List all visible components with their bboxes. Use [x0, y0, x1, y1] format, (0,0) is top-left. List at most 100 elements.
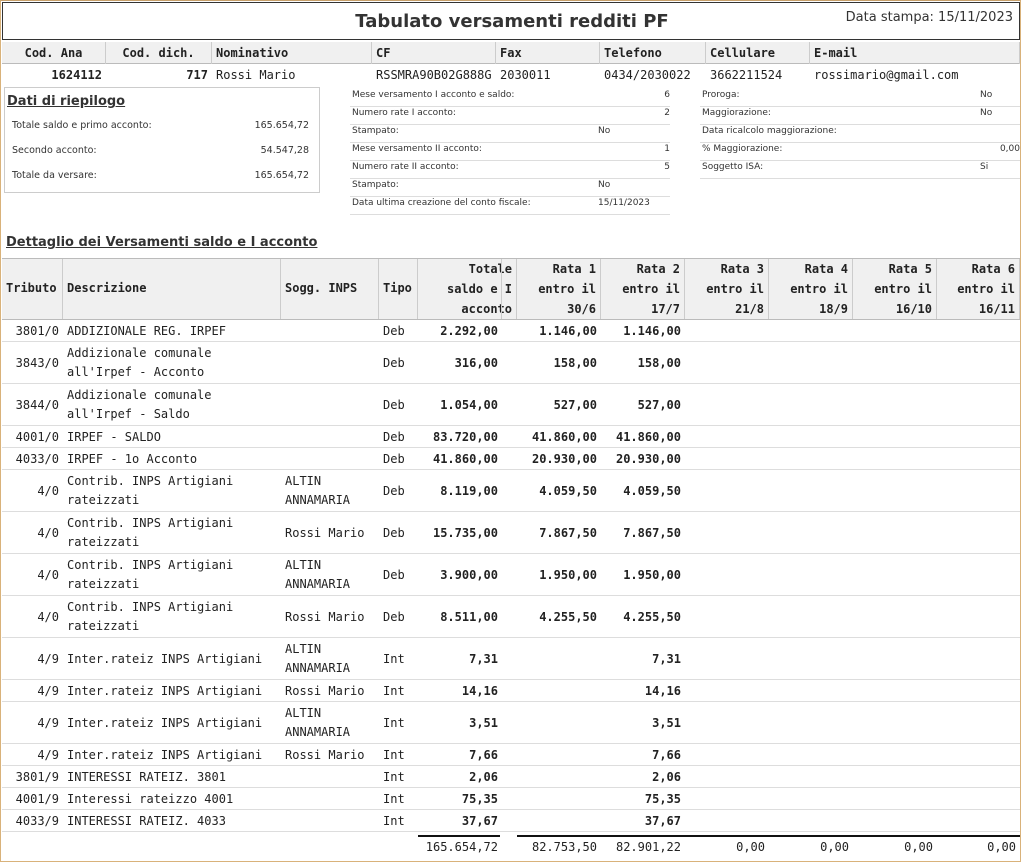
totale-cell: 8.511,00: [440, 609, 498, 624]
column-header: Rata 5 entro il 16/10: [853, 259, 937, 319]
title-bar: Tabulato versamenti redditi PF Data stam…: [2, 2, 1020, 40]
rata2-cell: 527,00: [637, 397, 681, 412]
totale-cell: 83.720,00: [432, 429, 498, 444]
tributo-cell: 3843/0: [15, 355, 59, 370]
sogg-inps-cell: ANNAMARIA: [285, 493, 351, 507]
tributo-cell: 4/9: [37, 715, 59, 730]
column-header: Sogg. INPS: [281, 259, 379, 319]
rata1-cell: 41.860,00: [531, 429, 597, 444]
anagrafica-value: Rossi Mario: [216, 68, 296, 82]
totale-cell: 7,66: [469, 747, 498, 762]
info-divider: [700, 142, 1020, 143]
tipo-cell: Int: [383, 651, 405, 666]
info-label: Mese versamento I acconto e saldo:: [352, 90, 515, 100]
rata2-cell: 37,67: [644, 813, 681, 828]
totale-cell: 75,35: [461, 791, 498, 806]
sogg-inps-cell: Rossi Mario: [285, 747, 365, 762]
rata1-cell: 158,00: [553, 355, 597, 370]
column-header-line: Tipo: [383, 281, 412, 295]
column-header: Rata 3 entro il 21/8: [685, 259, 769, 319]
descrizione-cell: Inter.rateiz INPS Artigiani: [67, 747, 263, 762]
sogg-inps-cell: ALTIN: [285, 558, 322, 572]
column-header-line: 21/8: [735, 302, 764, 316]
info-divider: [700, 106, 1020, 107]
info-value: 5: [664, 162, 670, 172]
descrizione-cell: Contrib. INPS Artigiani: [67, 516, 234, 530]
info-label: Mese versamento II acconto:: [352, 144, 482, 154]
total-r4: 0,00: [820, 840, 849, 854]
descrizione-cell: rateizzati: [67, 493, 140, 507]
descrizione-cell: Interessi rateizzo 4001: [67, 791, 234, 806]
totale-cell: 8.119,00: [440, 483, 498, 498]
descrizione-cell: Inter.rateiz INPS Artigiani: [67, 715, 263, 730]
rata2-cell: 7.867,50: [623, 525, 681, 540]
anagrafica-col-header: Cellulare: [706, 42, 810, 64]
descrizione-cell: ADDIZIONALE REG. IRPEF: [67, 323, 226, 338]
rata1-cell: 20.930,00: [531, 451, 597, 466]
descrizione-cell: Contrib. INPS Artigiani: [67, 558, 234, 572]
info-label: Soggetto ISA:: [702, 162, 764, 172]
rata2-cell: 4.255,50: [623, 609, 681, 624]
sogg-inps-cell: Rossi Mario: [285, 609, 365, 624]
info-divider: [700, 124, 1020, 125]
summary-label: Totale da versare:: [12, 170, 97, 181]
rata2-cell: 1.146,00: [623, 323, 681, 338]
info-value: 2: [664, 108, 670, 118]
table-row: 3843/0 Deb 316,00 158,00 158,00 Addizionale c…: [2, 342, 1020, 384]
tipo-cell: Deb: [383, 397, 405, 412]
column-header-line: Rata 4: [804, 262, 848, 276]
sogg-inps-cell: ALTIN: [285, 706, 322, 720]
info-label: % Maggiorazione:: [702, 144, 783, 154]
anagrafica-value: rossimario@gmail.com: [814, 68, 959, 82]
column-header-line: Sogg. INPS: [285, 281, 358, 295]
descrizione-cell: INTERESSI RATEIZ. 4033: [67, 813, 226, 828]
column-header-line: Descrizione: [67, 281, 147, 295]
report-title: Tabulato versamenti redditi PF: [355, 11, 669, 32]
table-row: 3844/0 Deb 1.054,00 527,00 527,00 Addizionale…: [2, 384, 1020, 426]
info-divider: [700, 160, 1020, 161]
sogg-inps-cell: ANNAMARIA: [285, 661, 351, 675]
info-value: No: [980, 90, 993, 100]
tipo-cell: Deb: [383, 609, 405, 624]
tributo-cell: 3801/0: [15, 323, 59, 338]
anagrafica-col-header: E-mail: [810, 42, 1020, 64]
anagrafica-col-header: Telefono: [600, 42, 706, 64]
info-label: Numero rate I acconto:: [352, 108, 456, 118]
rata2-cell: 20.930,00: [615, 451, 681, 466]
total-r2: 82.901,22: [615, 840, 681, 854]
rata1-cell: 1.146,00: [539, 323, 597, 338]
column-header-line: saldo e I: [446, 282, 512, 296]
summary-label: Secondo acconto:: [12, 145, 97, 156]
tributo-cell: 3844/0: [15, 397, 59, 412]
table-row: 4/0 Deb 15.735,00 7.867,50 7.867,50 Contrib. …: [2, 512, 1020, 554]
table-row: 4/9 Int 3,51 3,51 Inter.rateiz INPS Artigian…: [2, 702, 1020, 744]
column-header-line: Tributo: [6, 281, 57, 295]
info-divider: [350, 178, 670, 179]
summary-box: Dati di riepilogo Totale saldo e primo a…: [4, 87, 320, 193]
table-row: 4033/0 Deb 41.860,00 20.930,00 20.930,00 IRPE…: [2, 448, 1020, 470]
column-header-line: Rata 1: [552, 262, 596, 276]
column-header-line: 30/6: [567, 302, 596, 316]
column-header: Rata 6 entro il 16/11: [937, 259, 1020, 319]
anagrafica-values: 1624112 717 Rossi Mario RSSMRA90B02G888G 203…: [2, 66, 1020, 84]
descrizione-cell: rateizzati: [67, 577, 140, 591]
descrizione-cell: IRPEF - 1o Acconto: [67, 451, 198, 466]
rata1-cell: 4.059,50: [539, 483, 597, 498]
info-divider: [350, 214, 670, 215]
info-label: Stampato:: [352, 180, 399, 190]
descrizione-cell: rateizzati: [67, 619, 140, 633]
descrizione-cell: rateizzati: [67, 535, 140, 549]
info-label: Maggiorazione:: [702, 108, 771, 118]
table-row: 4/9 Int 14,16 14,16 Inter.rateiz INPS Artigi…: [2, 680, 1020, 702]
descrizione-cell: IRPEF - SALDO: [67, 429, 161, 444]
totale-cell: 41.860,00: [432, 451, 498, 466]
descrizione-cell: Addizionale comunale: [67, 346, 212, 360]
tipo-cell: Int: [383, 813, 405, 828]
tipo-cell: Int: [383, 747, 405, 762]
table-row: 3801/0 Deb 2.292,00 1.146,00 1.146,00 ADDIZIO…: [2, 320, 1020, 342]
total-totale: 165.654,72: [425, 840, 498, 854]
column-header-line: 16/10: [895, 302, 932, 316]
rata1-cell: 4.255,50: [539, 609, 597, 624]
summary-value: 165.654,72: [254, 120, 309, 131]
tributo-cell: 4001/0: [15, 429, 59, 444]
